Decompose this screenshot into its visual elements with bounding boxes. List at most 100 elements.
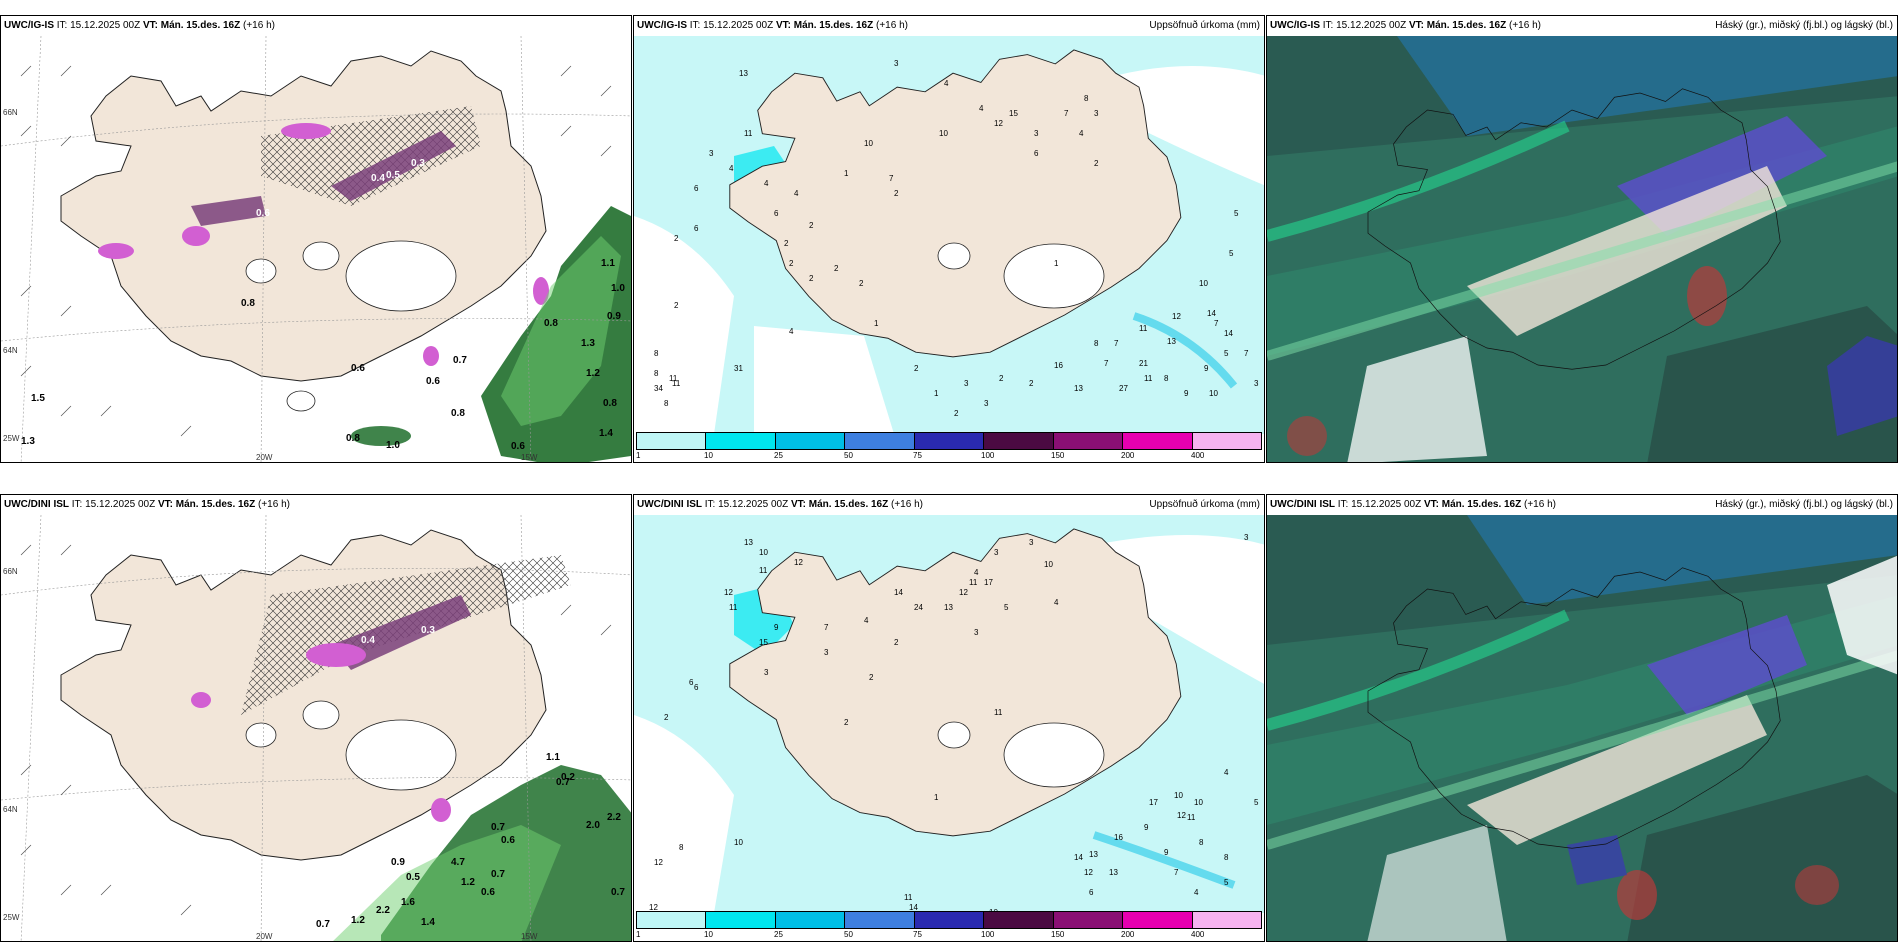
svg-text:0.8: 0.8 — [544, 318, 558, 329]
svg-text:7: 7 — [1064, 109, 1069, 118]
svg-text:8: 8 — [1224, 853, 1229, 862]
svg-text:0.7: 0.7 — [316, 919, 330, 930]
svg-text:10: 10 — [1044, 560, 1053, 569]
svg-text:11: 11 — [1139, 324, 1148, 333]
svg-text:2: 2 — [1029, 379, 1034, 388]
precip-map — [634, 36, 1264, 434]
svg-text:4: 4 — [864, 616, 869, 625]
svg-text:2: 2 — [844, 718, 849, 727]
svg-text:2: 2 — [674, 234, 679, 243]
panel-title: UWC/DINI ISL IT: 15.12.2025 00Z VT: Mán.… — [637, 499, 923, 510]
svg-text:10: 10 — [1194, 798, 1203, 807]
svg-text:0.9: 0.9 — [607, 311, 621, 322]
svg-text:2.2: 2.2 — [376, 905, 390, 916]
svg-text:12: 12 — [1177, 811, 1186, 820]
svg-text:17: 17 — [984, 578, 993, 587]
svg-text:1.4: 1.4 — [599, 428, 613, 439]
svg-text:1: 1 — [934, 793, 939, 802]
svg-text:12: 12 — [1084, 868, 1093, 877]
svg-text:6: 6 — [694, 683, 699, 692]
svg-text:14: 14 — [909, 903, 918, 912]
svg-text:10: 10 — [989, 908, 998, 913]
svg-text:2.2: 2.2 — [607, 812, 621, 823]
svg-text:4: 4 — [1194, 888, 1199, 897]
svg-text:2: 2 — [809, 221, 814, 230]
svg-text:1.2: 1.2 — [461, 877, 475, 888]
svg-text:2: 2 — [664, 713, 669, 722]
svg-text:12: 12 — [1172, 312, 1181, 321]
svg-text:12: 12 — [994, 119, 1003, 128]
svg-text:13: 13 — [1074, 384, 1083, 393]
svg-text:0.8: 0.8 — [241, 298, 255, 309]
map-panel-top-middle: UWC/IG-IS IT: 15.12.2025 00Z VT: Mán. 15… — [633, 15, 1265, 463]
lon-label: 20W — [256, 453, 273, 462]
svg-text:0.3: 0.3 — [421, 625, 435, 636]
svg-text:13: 13 — [739, 69, 748, 78]
svg-text:8: 8 — [654, 349, 659, 358]
svg-text:3: 3 — [974, 628, 979, 637]
svg-text:2: 2 — [809, 274, 814, 283]
svg-text:11: 11 — [744, 129, 753, 138]
svg-text:3: 3 — [994, 548, 999, 557]
svg-text:7: 7 — [1214, 319, 1219, 328]
svg-text:10: 10 — [1209, 389, 1218, 398]
svg-text:14: 14 — [1224, 329, 1233, 338]
svg-text:11: 11 — [1144, 374, 1153, 383]
svg-text:6: 6 — [694, 184, 699, 193]
svg-text:7: 7 — [1244, 349, 1249, 358]
svg-text:0.8: 0.8 — [603, 398, 617, 409]
svg-text:9: 9 — [774, 623, 779, 632]
svg-text:0.7: 0.7 — [453, 355, 467, 366]
svg-text:3: 3 — [1244, 533, 1249, 542]
svg-text:0.9: 0.9 — [391, 857, 405, 868]
svg-text:1.2: 1.2 — [351, 915, 365, 926]
svg-text:11: 11 — [1187, 813, 1196, 822]
panel-title: UWC/DINI ISL IT: 15.12.2025 00Z VT: Mán.… — [1270, 499, 1556, 510]
svg-text:4: 4 — [794, 189, 799, 198]
precip-map — [634, 515, 1264, 913]
svg-text:11: 11 — [994, 708, 1003, 717]
svg-text:3: 3 — [764, 668, 769, 677]
lat-label: 66N — [3, 108, 18, 117]
svg-text:0.7: 0.7 — [556, 777, 570, 788]
svg-text:4: 4 — [1054, 598, 1059, 607]
map-panel-top-right: UWC/IG-IS IT: 15.12.2025 00Z VT: Mán. 15… — [1266, 15, 1898, 463]
precip-values: 3 3 4 10 12 11 10 11 13 12 13 14 17 24 1… — [649, 533, 1259, 913]
lat-label: 66N — [3, 567, 18, 576]
svg-text:6: 6 — [1089, 888, 1094, 897]
svg-text:3: 3 — [709, 149, 714, 158]
svg-text:8: 8 — [664, 399, 669, 408]
svg-text:12: 12 — [724, 588, 733, 597]
svg-text:1.5: 1.5 — [31, 393, 45, 404]
svg-text:3: 3 — [964, 379, 969, 388]
colorbar-ticks: 1 10 25 50 75 100 150 200 400 — [636, 930, 1205, 939]
svg-text:31: 31 — [734, 364, 743, 373]
lon-label: 20W — [256, 932, 273, 941]
precip-colorbar — [636, 911, 1262, 929]
svg-text:7: 7 — [889, 174, 894, 183]
svg-text:4: 4 — [979, 104, 984, 113]
svg-text:7: 7 — [1114, 339, 1119, 348]
svg-text:6: 6 — [1034, 149, 1039, 158]
svg-text:4: 4 — [729, 164, 734, 173]
svg-text:5: 5 — [1004, 603, 1009, 612]
panel-title: UWC/IG-IS IT: 15.12.2025 00Z VT: Mán. 15… — [4, 20, 275, 31]
svg-text:8: 8 — [654, 369, 659, 378]
svg-text:2: 2 — [894, 638, 899, 647]
svg-text:12: 12 — [794, 558, 803, 567]
svg-text:13: 13 — [944, 603, 953, 612]
svg-text:3: 3 — [1254, 379, 1259, 388]
colorbar-ticks: 1 10 25 50 75 100 150 200 400 — [636, 451, 1205, 460]
svg-text:5: 5 — [1234, 209, 1239, 218]
svg-text:16: 16 — [1114, 833, 1123, 842]
svg-text:3: 3 — [984, 399, 989, 408]
svg-text:11: 11 — [904, 893, 913, 902]
lon-label: 25W — [3, 434, 20, 443]
svg-text:1: 1 — [874, 319, 879, 328]
svg-text:16: 16 — [1054, 361, 1063, 370]
lat-label: 64N — [3, 805, 18, 814]
precip-colorbar — [636, 432, 1262, 450]
lon-label: 15W — [521, 453, 538, 462]
svg-text:9: 9 — [1144, 823, 1149, 832]
svg-text:13: 13 — [1109, 868, 1118, 877]
